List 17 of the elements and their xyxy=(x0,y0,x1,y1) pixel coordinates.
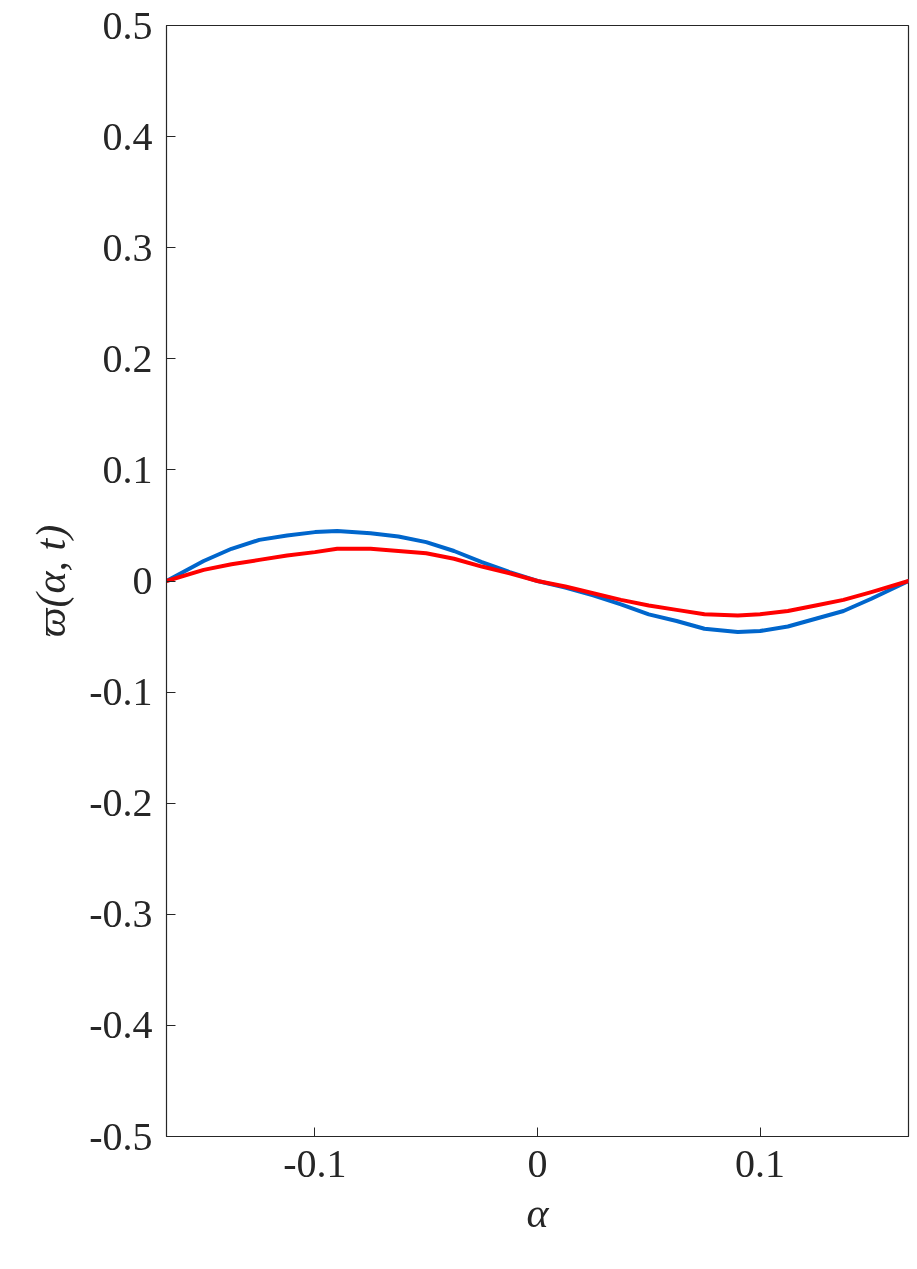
x-tick-label: -0.1 xyxy=(283,1140,347,1186)
y-tick-label: -0.4 xyxy=(89,1002,153,1048)
y-tick-label: -0.2 xyxy=(89,780,153,826)
y-axis-title: ϖ(α, t) xyxy=(28,524,76,638)
y-tick-label: -0.3 xyxy=(89,891,153,937)
y-tick-label: 0.2 xyxy=(102,335,153,381)
y-tick-label: -0.5 xyxy=(89,1113,153,1159)
y-tick-label: 0.3 xyxy=(102,224,153,270)
y-tick-label: 0 xyxy=(132,558,153,603)
x-axis-title: α xyxy=(526,1189,550,1236)
y-tick-label: -0.1 xyxy=(89,669,153,715)
y-tick-label: 0.1 xyxy=(102,446,153,492)
line-series xyxy=(166,546,909,618)
x-tick-label: 0 xyxy=(527,1140,548,1186)
x-tick-label: 0.1 xyxy=(735,1140,786,1186)
y-tick-label: 0.5 xyxy=(102,2,153,48)
y-tick-label: 0.4 xyxy=(102,113,153,159)
